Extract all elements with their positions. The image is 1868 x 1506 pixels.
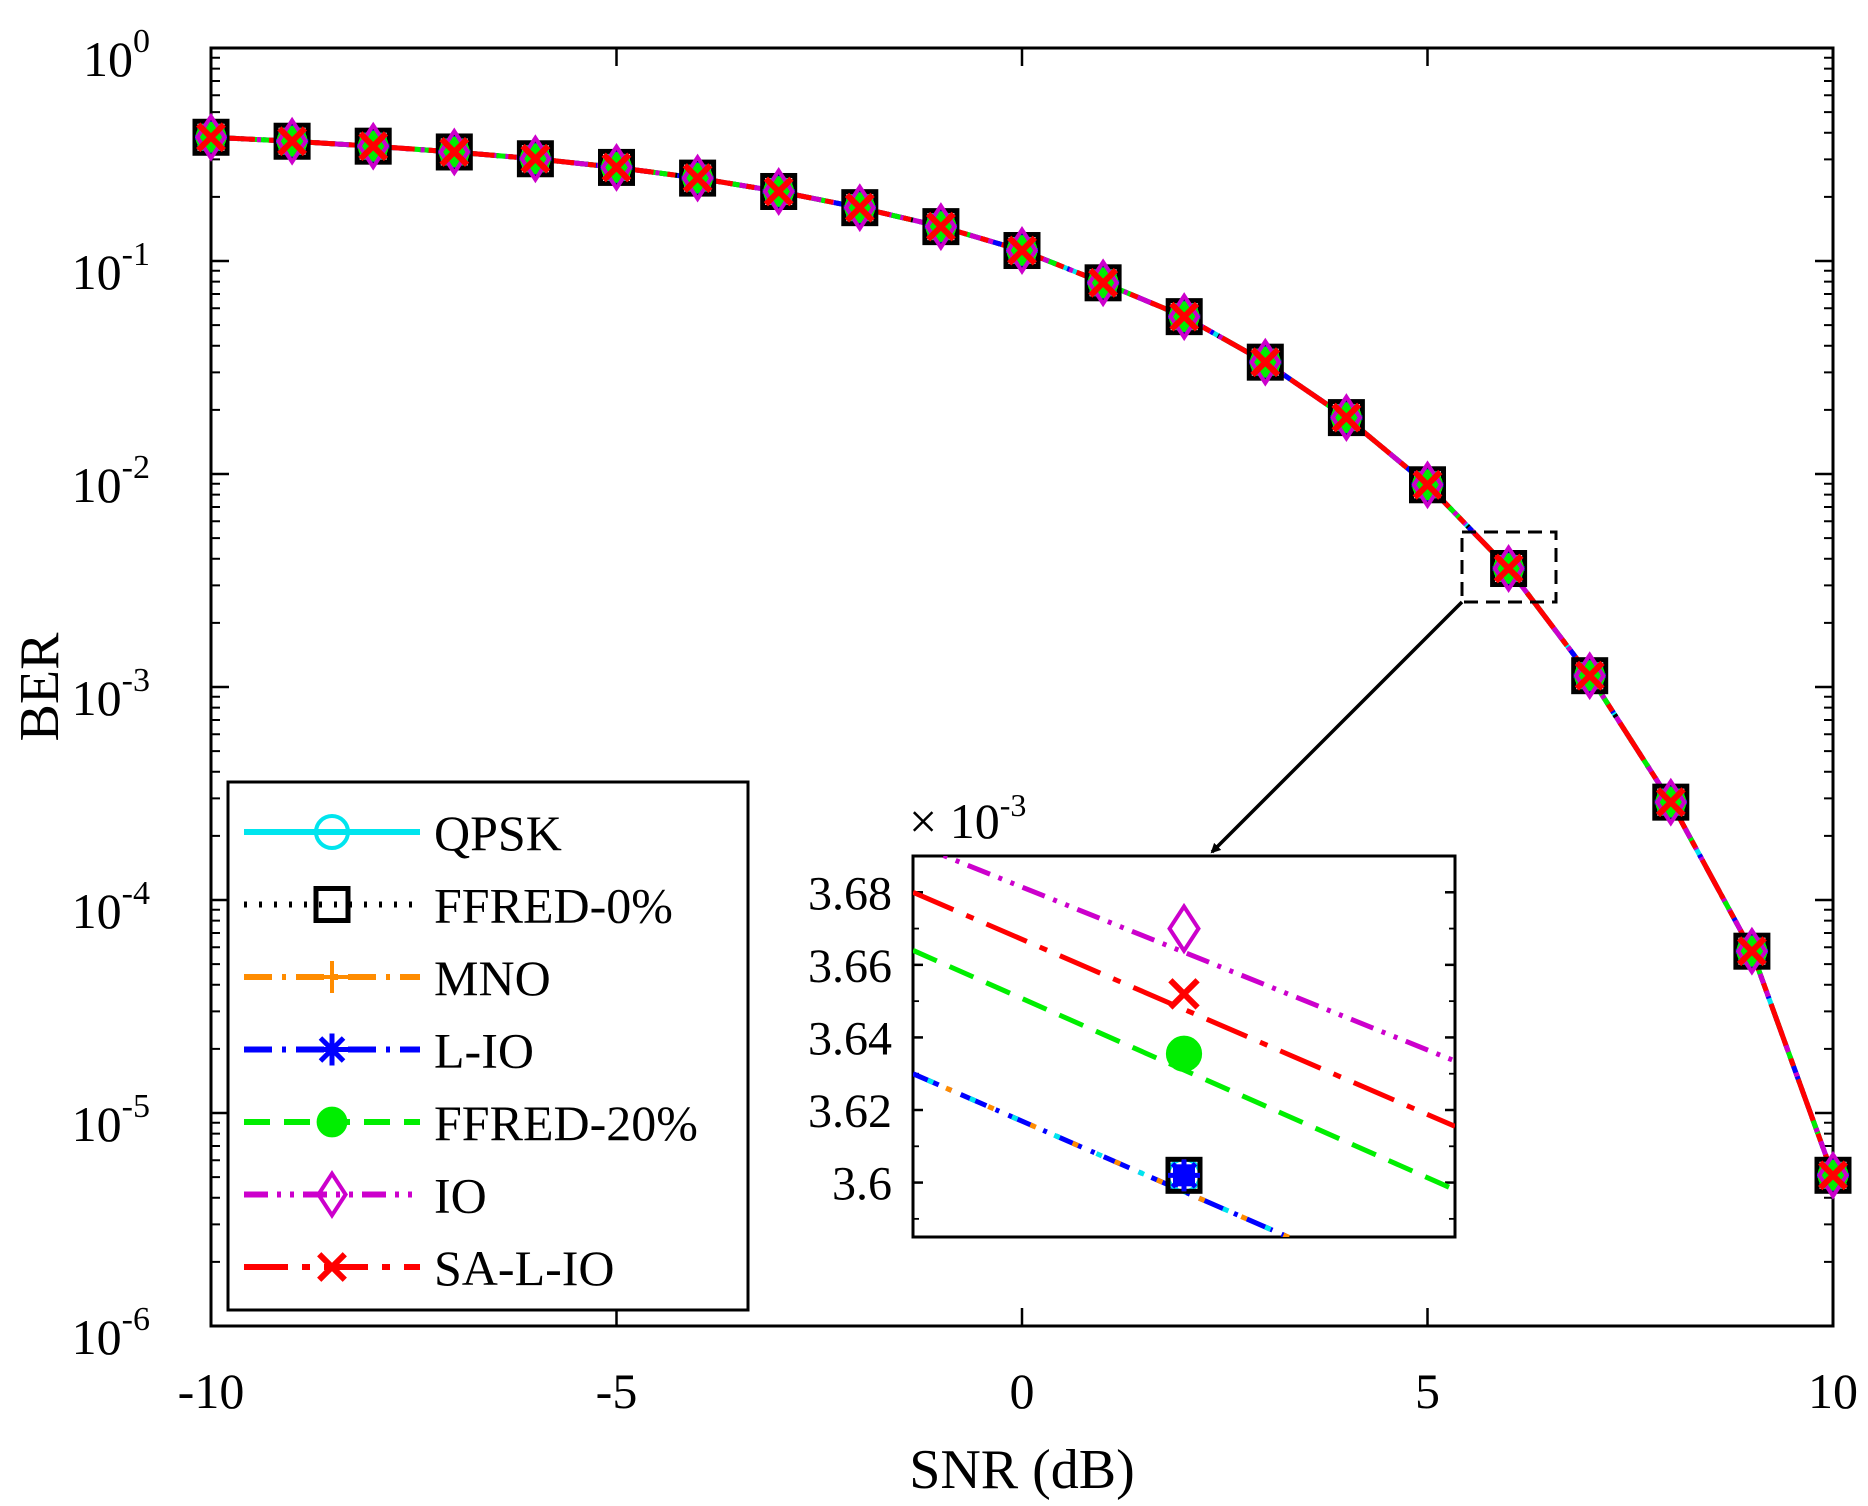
- inset-markers: [1165, 902, 1203, 1194]
- x-tick-label: 0: [1010, 1363, 1035, 1419]
- data-point: [1736, 936, 1767, 967]
- x-tick-label: 5: [1415, 1363, 1440, 1419]
- legend-marker: [316, 1170, 348, 1219]
- data-point: [1412, 469, 1443, 500]
- data-point: [1250, 347, 1281, 378]
- legend-label: L-IO: [434, 1023, 534, 1079]
- y-tick-label: 10-4: [72, 875, 150, 939]
- data-point: [601, 152, 632, 183]
- inset-tick-label: 3.64: [808, 1012, 892, 1065]
- data-point: [925, 211, 956, 242]
- y-tick-label: 10-2: [72, 449, 150, 513]
- legend-label: FFRED-0%: [434, 878, 673, 934]
- data-point: [763, 176, 794, 207]
- inset-marker: [1165, 1035, 1203, 1072]
- y-axis-label: BER: [9, 632, 71, 742]
- zoom-region-box: [1460, 530, 1558, 604]
- legend: QPSK FFRED-0% MNO L-IO FFRED-20% IO SA-L-IO: [226, 780, 750, 1312]
- data-point: [1007, 235, 1037, 266]
- x-tick-label: 10: [1808, 1363, 1858, 1419]
- legend-marker: [316, 1033, 348, 1066]
- series-markers: [192, 112, 1852, 1200]
- data-point: [1331, 402, 1362, 433]
- x-axis-label: SNR (dB): [909, 1439, 1135, 1501]
- data-point: [1493, 553, 1524, 584]
- legend-marker: [316, 1106, 348, 1138]
- data-point: [1655, 787, 1686, 818]
- data-point: [1088, 267, 1119, 298]
- y-tick-label: 10-3: [72, 662, 150, 726]
- y-axis-ticks: 100 10-1 10-2 10-3 10-4 10-5 10-6: [72, 23, 1833, 1365]
- legend-box: [226, 780, 750, 1312]
- data-point: [196, 122, 226, 153]
- legend-marker: [314, 814, 350, 850]
- inset-y-ticks: 3.6 3.62 3.64 3.66 3.68: [808, 855, 1455, 1220]
- legend-marker: [317, 1252, 347, 1282]
- inset-tick-label: 3.6: [832, 1158, 892, 1211]
- data-point: [1169, 301, 1200, 332]
- legend-label: MNO: [434, 950, 551, 1006]
- data-point: [277, 126, 308, 157]
- legend-label: SA-L-IO: [434, 1240, 615, 1296]
- legend-label: IO: [434, 1168, 487, 1224]
- x-tick-label: -5: [596, 1363, 638, 1419]
- inset-line-io: [937, 856, 1455, 1064]
- y-tick-label: 10-6: [72, 1301, 150, 1365]
- legend-marker: [316, 961, 348, 993]
- inset-zoom-plot: 3.6 3.62 3.64 3.66 3.68 × 10-3: [808, 787, 1457, 1239]
- legend-label: QPSK: [434, 805, 562, 861]
- data-point: [682, 163, 713, 194]
- inset-tick-label: 3.66: [808, 940, 892, 993]
- y-tick-label: 100: [83, 23, 150, 87]
- x-axis-ticks: -10 -5 0 5 10: [178, 48, 1858, 1419]
- inset-marker-fill: [1173, 1164, 1195, 1187]
- data-point: [1574, 660, 1605, 691]
- inset-multiplier: × 10-3: [909, 787, 1026, 849]
- data-point: [439, 137, 470, 167]
- zoom-arrow: [1210, 600, 1464, 854]
- inset-line-sa-l-io: [913, 889, 1455, 1129]
- data-point: [1818, 1160, 1848, 1191]
- legend-marker: [313, 886, 351, 923]
- series-markers-sa-l-io: [196, 122, 1848, 1191]
- data-point: [520, 143, 551, 174]
- data-point: [844, 192, 875, 223]
- data-point: [358, 131, 389, 162]
- legend-label: FFRED-20%: [434, 1095, 698, 1151]
- y-tick-label: 10-5: [72, 1088, 150, 1152]
- inset-tick-label: 3.62: [808, 1085, 892, 1138]
- x-tick-label: -10: [178, 1363, 245, 1419]
- inset-marker: [1168, 978, 1200, 1010]
- inset-marker: [1167, 902, 1201, 955]
- y-tick-label: 10-1: [72, 236, 150, 300]
- inset-tick-label: 3.68: [808, 867, 892, 920]
